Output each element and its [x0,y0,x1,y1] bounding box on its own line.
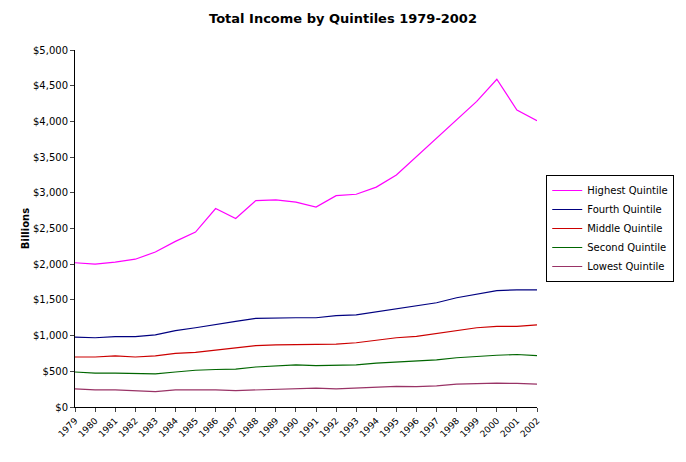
svg-text:1983: 1983 [137,416,160,439]
svg-text:2000: 2000 [478,416,501,439]
svg-text:1981: 1981 [96,416,119,439]
svg-text:$4,000: $4,000 [33,116,68,127]
svg-text:1985: 1985 [177,416,200,439]
svg-text:Fourth Quintile: Fourth Quintile [587,204,661,215]
svg-text:2002: 2002 [518,416,541,439]
svg-text:$2,500: $2,500 [33,223,68,234]
svg-text:1993: 1993 [338,416,361,439]
svg-text:2001: 2001 [498,416,521,439]
svg-text:1987: 1987 [217,416,240,439]
svg-text:1998: 1998 [438,416,461,439]
svg-text:1992: 1992 [317,416,340,439]
svg-text:1996: 1996 [398,416,421,439]
svg-text:1994: 1994 [358,416,381,439]
svg-text:Billions: Billions [20,208,31,249]
svg-text:$4,500: $4,500 [33,80,68,91]
svg-text:$1,000: $1,000 [33,330,68,341]
svg-text:1988: 1988 [237,416,260,439]
svg-text:$2,000: $2,000 [33,259,68,270]
svg-text:$500: $500 [43,366,68,377]
svg-text:Lowest Quintile: Lowest Quintile [587,261,664,272]
svg-text:1982: 1982 [117,416,140,439]
svg-text:$0: $0 [55,402,68,413]
svg-text:$1,500: $1,500 [33,294,68,305]
svg-text:1997: 1997 [418,416,441,439]
svg-text:Middle Quintile: Middle Quintile [587,223,662,234]
svg-text:1991: 1991 [297,416,320,439]
svg-text:1986: 1986 [197,416,220,439]
svg-text:1999: 1999 [458,416,481,439]
svg-text:Second Quintile: Second Quintile [587,242,666,253]
svg-text:1980: 1980 [76,416,99,439]
svg-text:$5,000: $5,000 [33,45,68,56]
svg-text:Highest Quintile: Highest Quintile [587,185,667,196]
svg-text:1984: 1984 [157,416,180,439]
svg-text:Total Income by Quintiles 1979: Total Income by Quintiles 1979-2002 [209,11,477,26]
svg-text:$3,500: $3,500 [33,152,68,163]
svg-text:$3,000: $3,000 [33,187,68,198]
svg-text:1990: 1990 [277,416,300,439]
svg-text:1995: 1995 [378,416,401,439]
svg-text:1979: 1979 [56,416,79,439]
svg-text:1989: 1989 [257,416,280,439]
